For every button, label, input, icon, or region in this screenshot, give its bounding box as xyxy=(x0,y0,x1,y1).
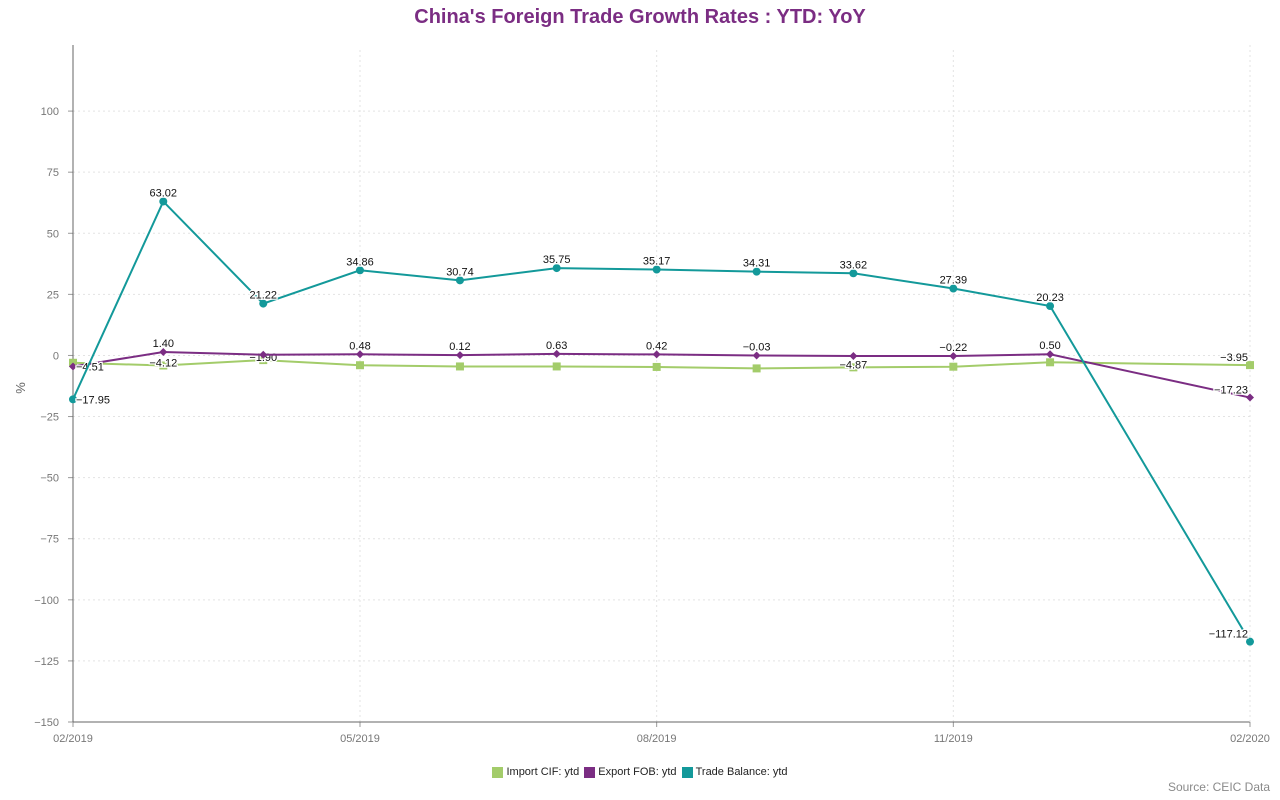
legend-item-export[interactable]: Export FOB: ytd xyxy=(584,766,677,778)
data-point xyxy=(1246,361,1254,370)
data-label: −17.95 xyxy=(76,394,110,406)
y-tick-label: −50 xyxy=(40,473,59,485)
data-point xyxy=(159,197,168,206)
data-label: 0.50 xyxy=(1039,340,1060,352)
data-point xyxy=(455,276,464,285)
data-label: 20.23 xyxy=(1036,292,1064,304)
legend-label: Export FOB: ytd xyxy=(598,766,677,778)
data-point xyxy=(949,284,958,293)
data-label: 33.62 xyxy=(840,259,868,271)
y-tick-label: −100 xyxy=(34,595,59,607)
data-point xyxy=(355,266,364,275)
data-point xyxy=(1246,393,1254,402)
data-label: 21.22 xyxy=(249,290,277,302)
y-tick-label: 25 xyxy=(47,289,59,301)
x-tick-label: 08/2019 xyxy=(637,733,677,745)
data-label: −0.22 xyxy=(939,342,967,354)
data-point xyxy=(1046,302,1055,311)
data-point xyxy=(752,351,761,360)
data-label: −0.03 xyxy=(743,342,771,354)
data-point xyxy=(259,299,268,308)
data-point xyxy=(949,351,958,360)
series-line-2 xyxy=(72,199,1251,643)
data-label: 63.02 xyxy=(150,187,178,199)
x-tick-label: 11/2019 xyxy=(934,733,973,745)
y-tick-label: −25 xyxy=(40,412,59,424)
y-tick-label: −125 xyxy=(34,656,59,668)
data-point xyxy=(1246,637,1254,646)
data-point xyxy=(552,349,561,358)
legend: Import CIF: ytd Export FOB: ytd Trade Ba… xyxy=(0,766,1280,781)
source-note: Source: CEIC Data xyxy=(1167,780,1270,794)
y-tick-label: 50 xyxy=(47,228,59,240)
data-label: 35.75 xyxy=(543,254,571,266)
chart-title: China's Foreign Trade Growth Rates : YTD… xyxy=(414,6,866,28)
legend-item-trade-balance[interactable]: Trade Balance: ytd xyxy=(681,766,788,778)
y-tick-label: −75 xyxy=(40,534,59,546)
data-point xyxy=(1046,358,1055,367)
data-label: 0.63 xyxy=(546,340,567,352)
x-tick-label: 02/2019 xyxy=(53,733,93,745)
data-label: 34.31 xyxy=(743,258,771,270)
legend-swatch xyxy=(584,766,596,778)
y-tick-label: −150 xyxy=(34,717,59,729)
legend-label: Trade Balance: ytd xyxy=(695,766,788,778)
data-label: 34.86 xyxy=(346,256,374,268)
legend-item-import[interactable]: Import CIF: ytd xyxy=(492,766,579,778)
data-point xyxy=(849,351,858,360)
y-axis-label: % xyxy=(13,382,28,394)
data-label: −4.87 xyxy=(839,359,867,371)
data-label: 0.12 xyxy=(449,341,470,353)
data-label: 0.42 xyxy=(646,340,667,352)
data-label: 27.39 xyxy=(940,275,968,287)
series-line-1 xyxy=(72,351,1251,399)
legend-label: Import CIF: ytd xyxy=(506,766,580,778)
data-point xyxy=(355,350,364,359)
data-point xyxy=(652,265,661,274)
data-point xyxy=(259,350,268,359)
data-point xyxy=(69,362,77,371)
data-point xyxy=(159,361,168,370)
data-point xyxy=(849,269,858,278)
data-label: 0.48 xyxy=(349,340,370,352)
data-point xyxy=(652,362,661,371)
legend-swatch xyxy=(681,766,693,778)
data-point xyxy=(552,264,561,273)
data-label: −4.12 xyxy=(149,358,177,370)
data-label: −3.95 xyxy=(1220,352,1248,364)
x-tick-label: 05/2019 xyxy=(340,733,380,745)
data-label: −17.23 xyxy=(1214,385,1248,397)
data-label: −4.51 xyxy=(76,361,104,373)
data-point xyxy=(849,363,858,372)
y-tick-label: 0 xyxy=(53,350,59,362)
data-label: 30.74 xyxy=(446,266,474,278)
data-label: 35.17 xyxy=(643,256,671,268)
data-point xyxy=(752,267,761,276)
data-label: −117.12 xyxy=(1209,629,1248,641)
data-point xyxy=(552,362,561,371)
series-line-0 xyxy=(72,359,1251,370)
data-point xyxy=(652,350,661,359)
data-point xyxy=(752,364,761,373)
data-point xyxy=(159,348,168,357)
data-point xyxy=(259,356,268,365)
data-point xyxy=(1046,350,1055,359)
y-tick-label: 75 xyxy=(47,167,59,179)
data-point xyxy=(455,362,464,371)
data-point xyxy=(949,362,958,371)
legend-swatch xyxy=(492,766,504,778)
data-point xyxy=(69,395,77,404)
x-tick-label: 02/2020 xyxy=(1230,733,1270,745)
data-point xyxy=(455,351,464,360)
data-point xyxy=(355,361,364,370)
data-label: 1.40 xyxy=(153,338,174,350)
y-tick-label: 100 xyxy=(41,106,59,118)
